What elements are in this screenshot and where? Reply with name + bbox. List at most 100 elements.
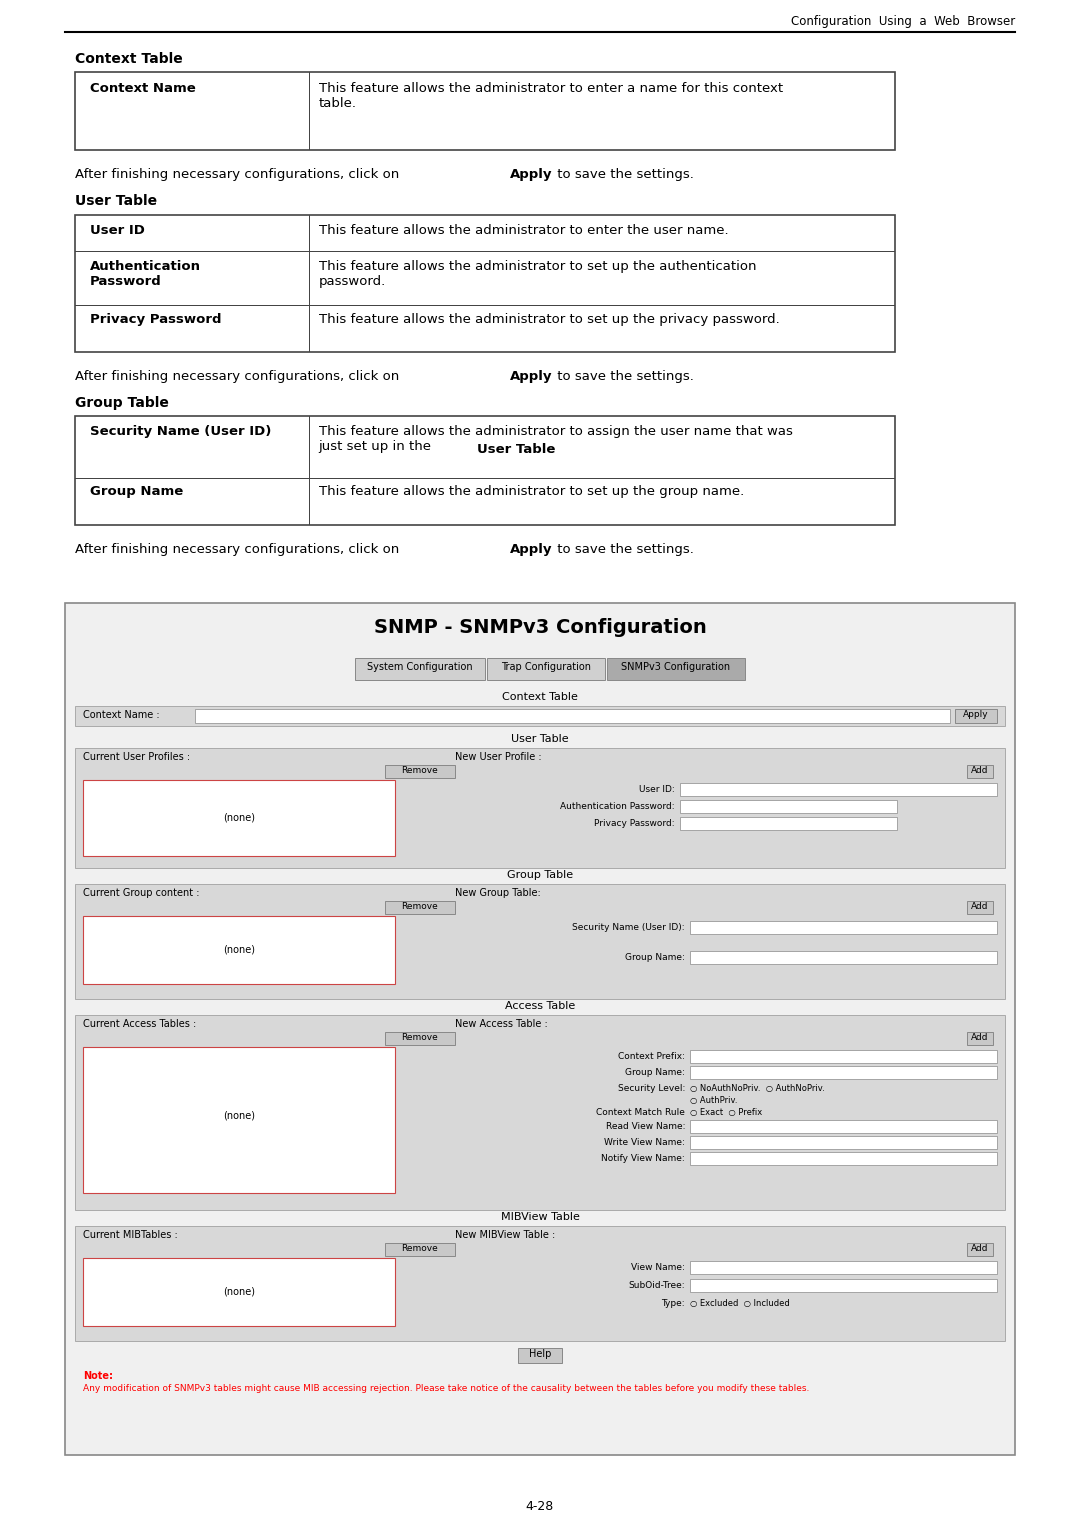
Bar: [75, 72, 895, 150]
Text: (none): (none): [222, 945, 255, 954]
Text: New User Profile :: New User Profile :: [455, 751, 542, 762]
Text: Security Level:: Security Level:: [618, 1084, 685, 1093]
Bar: [680, 800, 897, 812]
Text: User ID: User ID: [90, 224, 145, 237]
Text: Privacy Password: Privacy Password: [90, 313, 221, 325]
Bar: [83, 1258, 395, 1325]
Text: ○ AuthPriv.: ○ AuthPriv.: [690, 1096, 738, 1106]
Text: User ID:: User ID:: [639, 785, 675, 794]
Bar: [967, 1032, 993, 1044]
Text: New MIBView Table :: New MIBView Table :: [455, 1231, 555, 1240]
Bar: [487, 658, 605, 680]
Bar: [65, 603, 1015, 1455]
Text: After finishing necessary configurations, click on: After finishing necessary configurations…: [75, 544, 404, 556]
Bar: [955, 709, 997, 722]
Bar: [518, 1348, 562, 1364]
Bar: [967, 1243, 993, 1257]
Bar: [690, 921, 997, 935]
Text: Write View Name:: Write View Name:: [604, 1138, 685, 1147]
Text: Note:: Note:: [83, 1371, 113, 1380]
Bar: [75, 884, 1005, 999]
Text: Add: Add: [971, 902, 989, 912]
Text: Access Table: Access Table: [504, 1002, 576, 1011]
Text: Remove: Remove: [402, 767, 438, 776]
Bar: [384, 1032, 455, 1044]
Bar: [384, 1243, 455, 1257]
Text: Context Match Rule: Context Match Rule: [596, 1109, 685, 1116]
Text: Read View Name:: Read View Name:: [606, 1122, 685, 1132]
Bar: [690, 1151, 997, 1165]
Text: After finishing necessary configurations, click on: After finishing necessary configurations…: [75, 168, 404, 182]
Text: Apply: Apply: [963, 710, 989, 719]
Bar: [75, 1015, 1005, 1209]
Bar: [680, 817, 897, 831]
Bar: [75, 415, 895, 525]
Bar: [75, 1226, 1005, 1341]
Bar: [690, 1280, 997, 1292]
Text: to save the settings.: to save the settings.: [553, 168, 693, 182]
Text: This feature allows the administrator to enter the user name.: This feature allows the administrator to…: [319, 224, 728, 237]
Bar: [195, 709, 950, 722]
Text: (none): (none): [222, 812, 255, 823]
Text: Apply: Apply: [510, 168, 553, 182]
Bar: [75, 215, 895, 353]
Bar: [690, 1261, 997, 1274]
Text: Group Table: Group Table: [507, 870, 573, 880]
Text: .: .: [550, 443, 554, 457]
Bar: [690, 1051, 997, 1063]
Text: Current Access Tables :: Current Access Tables :: [83, 1019, 197, 1029]
Text: Security Name (User ID): Security Name (User ID): [90, 425, 271, 438]
Bar: [690, 1136, 997, 1148]
Text: Context Table: Context Table: [502, 692, 578, 702]
Text: This feature allows the administrator to set up the privacy password.: This feature allows the administrator to…: [319, 313, 780, 325]
Text: Context Prefix:: Context Prefix:: [618, 1052, 685, 1061]
Bar: [83, 1048, 395, 1193]
Text: Security Name (User ID):: Security Name (User ID):: [572, 922, 685, 931]
Text: SNMPv3 Configuration: SNMPv3 Configuration: [621, 663, 730, 672]
Text: New Access Table :: New Access Table :: [455, 1019, 548, 1029]
Text: Context Table: Context Table: [75, 52, 183, 66]
Text: Notify View Name:: Notify View Name:: [602, 1154, 685, 1164]
Text: Privacy Password:: Privacy Password:: [594, 818, 675, 828]
Text: This feature allows the administrator to set up the group name.: This feature allows the administrator to…: [319, 486, 744, 498]
Text: Add: Add: [971, 1245, 989, 1254]
Text: ○ Excluded  ○ Included: ○ Excluded ○ Included: [690, 1299, 789, 1309]
Text: Apply: Apply: [510, 544, 553, 556]
Text: Help: Help: [529, 1348, 551, 1359]
Text: (none): (none): [222, 1287, 255, 1296]
Bar: [83, 916, 395, 983]
Bar: [607, 658, 745, 680]
Text: SubOid-Tree:: SubOid-Tree:: [629, 1281, 685, 1290]
Text: This feature allows the administrator to set up the authentication
password.: This feature allows the administrator to…: [319, 260, 756, 289]
Text: Context Name: Context Name: [90, 82, 195, 95]
Bar: [384, 765, 455, 777]
Text: Remove: Remove: [402, 1245, 438, 1254]
Text: to save the settings.: to save the settings.: [553, 370, 693, 383]
Text: View Name:: View Name:: [631, 1263, 685, 1272]
Text: Remove: Remove: [402, 902, 438, 912]
Bar: [690, 951, 997, 964]
Text: 4-28: 4-28: [526, 1500, 554, 1513]
Text: Current User Profiles :: Current User Profiles :: [83, 751, 190, 762]
Text: This feature allows the administrator to assign the user name that was
just set : This feature allows the administrator to…: [319, 425, 793, 454]
Text: Group Name:: Group Name:: [625, 953, 685, 962]
Text: Authentication Password:: Authentication Password:: [561, 802, 675, 811]
Text: Context Name :: Context Name :: [83, 710, 160, 721]
Text: Trap Configuration: Trap Configuration: [501, 663, 591, 672]
Text: User Table: User Table: [476, 443, 555, 457]
Text: Current Group content :: Current Group content :: [83, 889, 200, 898]
Text: Add: Add: [971, 1032, 989, 1041]
Bar: [967, 901, 993, 915]
Text: (none): (none): [222, 1110, 255, 1119]
Text: Group Name:: Group Name:: [625, 1067, 685, 1077]
Text: Configuration  Using  a  Web  Browser: Configuration Using a Web Browser: [791, 15, 1015, 27]
Bar: [83, 780, 395, 857]
Bar: [355, 658, 485, 680]
Text: System Configuration: System Configuration: [367, 663, 473, 672]
Bar: [690, 1066, 997, 1080]
Text: SNMP - SNMPv3 Configuration: SNMP - SNMPv3 Configuration: [374, 618, 706, 637]
Text: to save the settings.: to save the settings.: [553, 544, 693, 556]
Bar: [680, 783, 997, 796]
Text: MIBView Table: MIBView Table: [500, 1212, 580, 1222]
Text: Current MIBTables :: Current MIBTables :: [83, 1231, 178, 1240]
